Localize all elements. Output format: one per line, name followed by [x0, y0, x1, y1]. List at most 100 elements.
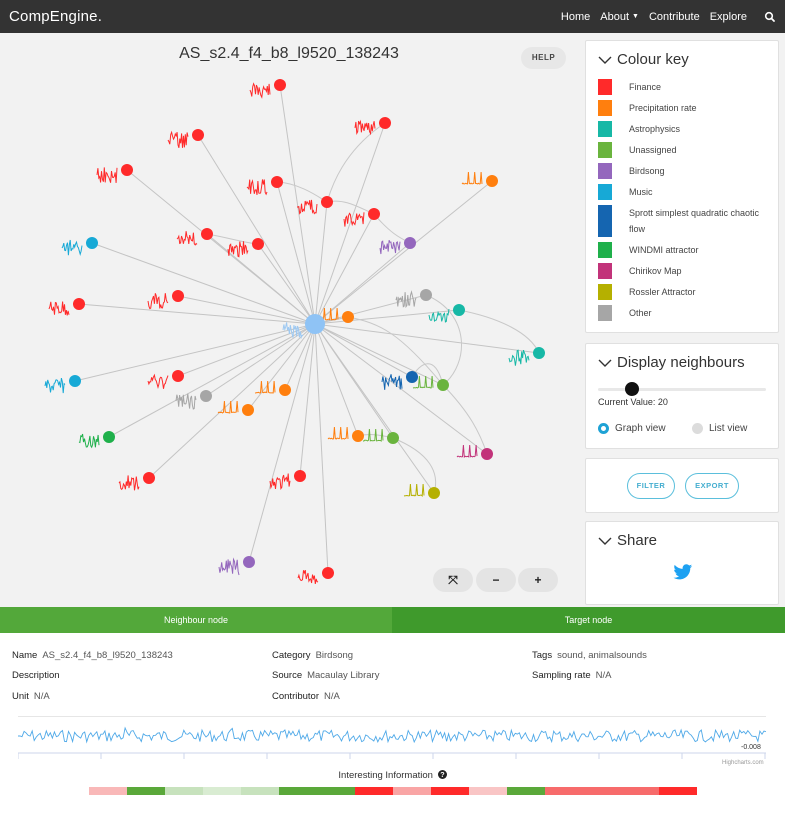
node-sparkline[interactable]	[176, 231, 198, 246]
interesting-cell[interactable]	[165, 787, 203, 795]
node-circle[interactable]	[121, 164, 133, 176]
neighbours-slider-handle[interactable]	[625, 382, 639, 396]
export-button[interactable]: EXPORT	[685, 473, 739, 499]
network-graph[interactable]	[0, 33, 578, 607]
node-circle[interactable]	[420, 289, 432, 301]
list-view-radio[interactable]: List view	[692, 423, 747, 434]
interesting-cell[interactable]	[241, 787, 279, 795]
graph-node[interactable]	[176, 228, 213, 246]
node-circle[interactable]	[69, 375, 81, 387]
interesting-cell[interactable]	[469, 787, 507, 795]
node-sparkline[interactable]	[218, 557, 240, 576]
node-circle[interactable]	[481, 448, 493, 460]
graph-node[interactable]	[217, 400, 254, 416]
interesting-cell[interactable]	[89, 787, 127, 795]
node-circle[interactable]	[86, 237, 98, 249]
graph-node[interactable]	[147, 370, 184, 390]
node-circle[interactable]	[252, 238, 264, 250]
brand-logo[interactable]: CompEngine.	[9, 8, 103, 25]
node-sparkline[interactable]	[428, 309, 450, 323]
graph-node[interactable]	[508, 347, 545, 366]
help-circle-icon[interactable]: ?	[437, 770, 447, 779]
node-circle[interactable]	[103, 431, 115, 443]
node-circle[interactable]	[279, 384, 291, 396]
highcharts-credit[interactable]: Highcharts.com	[722, 760, 764, 766]
node-circle[interactable]	[274, 79, 286, 91]
node-circle[interactable]	[243, 556, 255, 568]
graph-node[interactable]	[354, 117, 391, 136]
graph-node[interactable]	[118, 472, 155, 491]
node-sparkline[interactable]	[246, 179, 268, 196]
graph-node[interactable]	[363, 428, 399, 444]
node-circle[interactable]	[321, 196, 333, 208]
node-circle[interactable]	[143, 472, 155, 484]
node-sparkline[interactable]	[249, 82, 271, 99]
node-sparkline[interactable]	[508, 349, 530, 366]
target-node-circle[interactable]	[305, 314, 325, 334]
fit-view-button[interactable]: ⤧	[433, 568, 473, 592]
node-sparkline[interactable]	[78, 433, 100, 449]
node-sparkline[interactable]	[147, 293, 169, 310]
zoom-out-button[interactable]: −	[476, 568, 516, 592]
timeseries-chart[interactable]	[18, 718, 766, 760]
tab-target-node[interactable]: Target node	[392, 607, 785, 633]
node-sparkline[interactable]	[297, 199, 318, 215]
node-circle[interactable]	[192, 129, 204, 141]
node-sparkline[interactable]	[343, 212, 365, 227]
graph-node[interactable]	[403, 483, 440, 499]
node-sparkline[interactable]	[48, 301, 70, 316]
zoom-in-button[interactable]: +	[518, 568, 558, 592]
interesting-cell[interactable]	[317, 787, 355, 795]
node-sparkline[interactable]	[403, 483, 425, 497]
node-sparkline[interactable]	[269, 473, 291, 491]
graph-node[interactable]	[167, 129, 204, 148]
node-sparkline[interactable]	[167, 130, 189, 148]
neighbours-slider-track[interactable]	[598, 388, 766, 391]
graph-node[interactable]	[461, 171, 498, 187]
node-sparkline[interactable]	[363, 428, 384, 442]
node-sparkline[interactable]	[44, 377, 66, 394]
node-circle[interactable]	[201, 228, 213, 240]
node-circle[interactable]	[406, 371, 418, 383]
node-sparkline[interactable]	[354, 119, 376, 136]
nav-contribute-link[interactable]: Contribute	[648, 10, 700, 23]
interesting-cell[interactable]	[203, 787, 241, 795]
graph-node[interactable]	[175, 390, 212, 410]
node-sparkline[interactable]	[227, 241, 249, 258]
node-sparkline[interactable]	[61, 239, 83, 257]
graph-node[interactable]	[428, 304, 465, 323]
node-circle[interactable]	[533, 347, 545, 359]
node-sparkline[interactable]	[297, 569, 319, 584]
help-button[interactable]: HELP	[521, 47, 566, 69]
graph-node[interactable]	[412, 375, 449, 391]
graph-node[interactable]	[343, 208, 380, 227]
interesting-cell[interactable]	[431, 787, 469, 795]
node-circle[interactable]	[428, 487, 440, 499]
graph-node[interactable]	[297, 567, 334, 584]
interesting-cell[interactable]	[545, 787, 583, 795]
node-circle[interactable]	[453, 304, 465, 316]
twitter-icon[interactable]	[673, 564, 693, 581]
tab-neighbour-node[interactable]: Neighbour node	[0, 607, 392, 633]
nav-home-link[interactable]: Home	[560, 10, 591, 23]
node-sparkline[interactable]	[456, 444, 478, 459]
node-circle[interactable]	[200, 390, 212, 402]
graph-node[interactable]	[379, 237, 416, 255]
node-sparkline[interactable]	[379, 240, 401, 255]
nav-explore-link[interactable]: Explore	[709, 10, 747, 23]
graph-node[interactable]	[227, 238, 264, 258]
node-circle[interactable]	[294, 470, 306, 482]
graph-node[interactable]	[44, 375, 81, 394]
graph-node[interactable]	[61, 237, 98, 257]
node-sparkline[interactable]	[381, 374, 403, 390]
filter-button[interactable]: FILTER	[627, 473, 675, 499]
node-sparkline[interactable]	[395, 290, 417, 309]
graph-node[interactable]	[269, 470, 306, 491]
node-circle[interactable]	[242, 404, 254, 416]
node-sparkline[interactable]	[327, 426, 349, 440]
interesting-cell[interactable]	[355, 787, 393, 795]
interesting-cell[interactable]	[507, 787, 545, 795]
graph-node[interactable]	[246, 176, 283, 196]
node-sparkline[interactable]	[118, 475, 140, 491]
node-circle[interactable]	[172, 290, 184, 302]
